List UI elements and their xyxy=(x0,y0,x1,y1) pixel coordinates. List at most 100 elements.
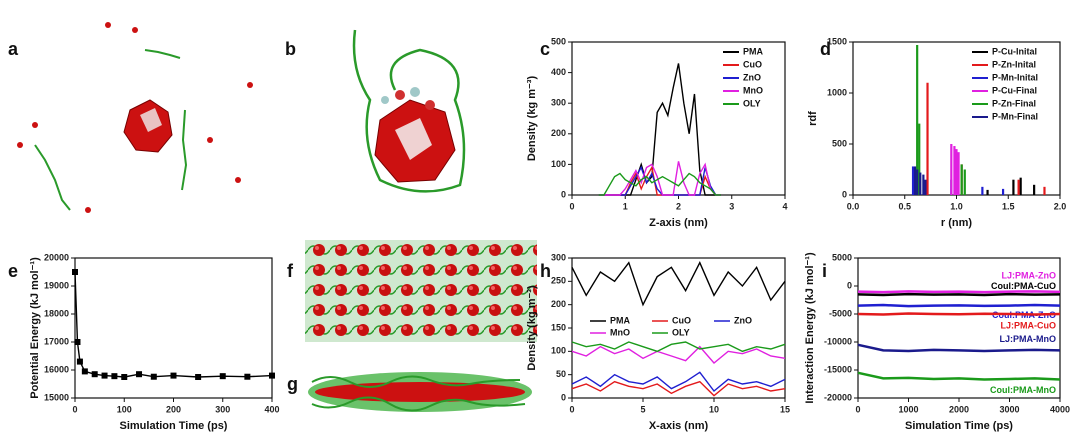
series-line xyxy=(598,172,722,196)
legend-label: P-Zn-Inital xyxy=(992,59,1036,69)
series-label: Coul:PMA-MnO xyxy=(990,385,1056,395)
y-tick-label: 18000 xyxy=(44,308,69,318)
legend-label: MnO xyxy=(610,327,630,337)
chart: 0 1 2 3 4 0 100 200 300 400 500 Z-axis (nm) Density … xyxy=(526,36,788,229)
data-point xyxy=(219,373,226,380)
data-point xyxy=(81,368,88,375)
legend-label: P-Cu-Final xyxy=(992,85,1037,95)
legend-label: P-Mn-Inital xyxy=(992,72,1038,82)
data-point xyxy=(101,372,108,379)
data-point xyxy=(72,269,78,275)
y-tick-label: 400 xyxy=(551,67,566,77)
x-tick-label: 0 xyxy=(569,201,574,211)
y-axis-label: Density (kg m⁻³) xyxy=(526,285,538,371)
y-tick-label: 200 xyxy=(551,299,566,309)
x-tick-label: 10 xyxy=(709,404,719,414)
y-tick-label: 50 xyxy=(556,369,566,379)
legend-label: ZnO xyxy=(734,315,752,325)
legend-label: ZnO xyxy=(743,72,761,82)
x-tick-label: 400 xyxy=(264,404,279,414)
series-label: LJ:PMA-MnO xyxy=(1000,334,1057,344)
data-point xyxy=(74,339,81,345)
data-point xyxy=(244,373,251,380)
y-tick-label: 1000 xyxy=(827,87,847,97)
x-tick-label: 1 xyxy=(623,201,628,211)
x-tick-label: 5 xyxy=(640,404,645,414)
y-tick-label: 19000 xyxy=(44,280,69,290)
series-label: Coul:PMA-CuO xyxy=(991,281,1056,291)
y-tick-label: -15000 xyxy=(824,364,852,374)
series-line xyxy=(857,303,1061,308)
y-tick-label: 1500 xyxy=(827,36,847,46)
y-tick-label: 17000 xyxy=(44,336,69,346)
x-tick-label: 4000 xyxy=(1050,404,1070,414)
series-line xyxy=(857,292,1061,297)
series-label: LJ:PMA-ZnO xyxy=(1002,270,1057,280)
y-tick-label: 150 xyxy=(551,322,566,332)
x-tick-label: 4 xyxy=(782,201,787,211)
x-tick-label: 15 xyxy=(780,404,790,414)
y-tick-label: 0 xyxy=(842,189,847,199)
x-axis-label: Simulation Time (ps) xyxy=(120,420,228,432)
x-axis-label: X-axis (nm) xyxy=(649,420,709,432)
y-tick-label: 300 xyxy=(551,252,566,262)
panel-label: h xyxy=(540,261,551,281)
y-tick-label: 500 xyxy=(832,138,847,148)
y-tick-label: 300 xyxy=(551,98,566,108)
panel-label: b xyxy=(285,39,296,59)
y-tick-label: 250 xyxy=(551,276,566,286)
data-point xyxy=(195,374,202,380)
molecule-illustration-b xyxy=(352,29,466,193)
x-tick-label: 2 xyxy=(676,201,681,211)
x-tick-label: 300 xyxy=(215,404,230,414)
legend-label: CuO xyxy=(743,59,762,69)
y-axis-label: rdf xyxy=(807,111,819,126)
y-axis-label: Density (kg m⁻³) xyxy=(526,76,538,162)
series-line xyxy=(857,312,1061,316)
x-axis-label: Simulation Time (ps) xyxy=(905,420,1013,432)
y-tick-label: 0 xyxy=(561,392,566,402)
y-tick-label: 20000 xyxy=(44,252,69,262)
x-tick-label: 0 xyxy=(855,404,860,414)
y-tick-label: 100 xyxy=(551,159,566,169)
y-tick-label: 5000 xyxy=(832,252,852,262)
data-point xyxy=(170,372,177,379)
series-line xyxy=(598,161,722,196)
panel-label: i xyxy=(822,261,827,281)
x-tick-label: 200 xyxy=(166,404,181,414)
panel-label: e xyxy=(8,261,18,281)
series-line xyxy=(857,371,1061,381)
series-line xyxy=(571,345,786,364)
x-axis-label: Z-axis (nm) xyxy=(649,217,708,229)
y-axis-label: Potential Energy (kJ mol⁻¹) xyxy=(29,257,41,399)
series-label: LJ:PMA-CuO xyxy=(1001,320,1057,330)
x-tick-label: 0 xyxy=(569,404,574,414)
x-tick-label: 0 xyxy=(72,404,77,414)
x-tick-label: 3000 xyxy=(999,404,1019,414)
chart: 0.0 0.5 1.0 1.5 2.0 0 500 1000 1500 r (nm) rdf P-Cu… xyxy=(807,36,1066,229)
legend-label: OLY xyxy=(743,98,761,108)
legend-label: P-Cu-Inital xyxy=(992,46,1037,56)
legend-label: CuO xyxy=(672,315,691,325)
x-axis-label: r (nm) xyxy=(941,217,973,229)
panel-label: c xyxy=(540,39,550,59)
y-tick-label: 100 xyxy=(551,346,566,356)
x-tick-label: 1.5 xyxy=(1002,201,1015,211)
x-tick-label: 3 xyxy=(729,201,734,211)
x-tick-label: 100 xyxy=(117,404,132,414)
x-tick-label: 2.0 xyxy=(1054,201,1067,211)
series-line xyxy=(74,271,273,378)
x-tick-label: 2000 xyxy=(949,404,969,414)
x-tick-label: 1000 xyxy=(898,404,918,414)
y-tick-label: 16000 xyxy=(44,364,69,374)
panel-label: f xyxy=(287,261,294,281)
panel-label: a xyxy=(8,39,19,59)
y-tick-label: -20000 xyxy=(824,392,852,402)
series-line xyxy=(571,341,786,353)
legend-label: MnO xyxy=(743,85,763,95)
series-line xyxy=(598,165,722,196)
x-tick-label: 0.5 xyxy=(898,201,911,211)
lattice-illustration-f xyxy=(305,240,537,342)
legend-label: OLY xyxy=(672,327,690,337)
